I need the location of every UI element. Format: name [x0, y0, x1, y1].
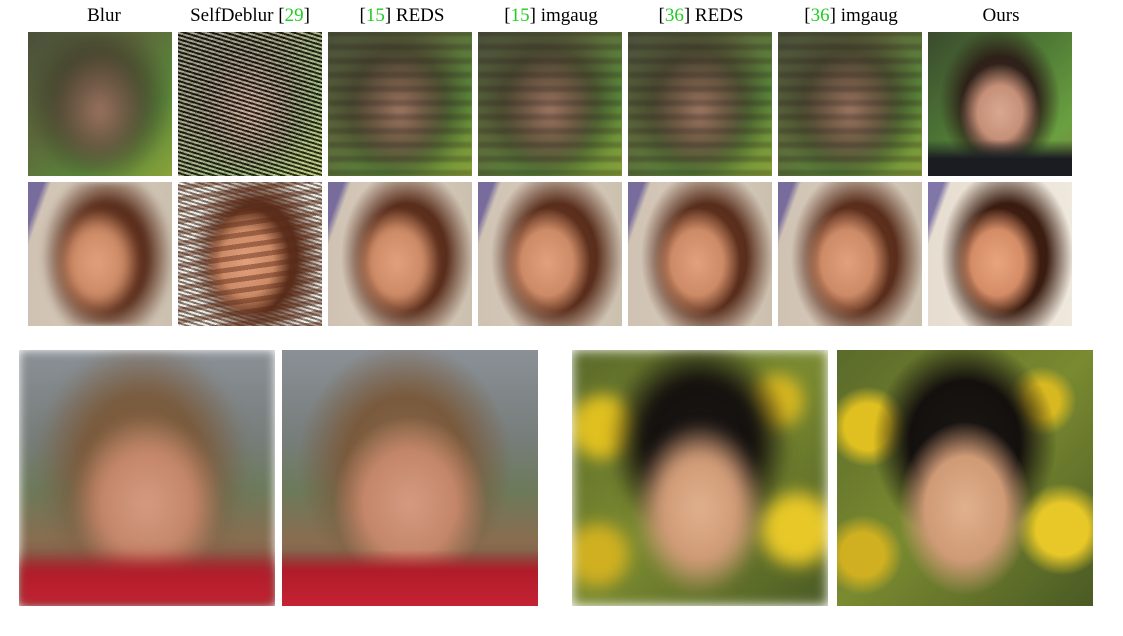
header-label: ] REDS [683, 5, 744, 26]
header-label: ] imgaug [829, 5, 898, 26]
citation-ref: 29 [284, 5, 304, 26]
row2-selfdeblur-image [178, 182, 322, 326]
row2-36-imgaug-image [778, 182, 922, 326]
citation-ref: 15 [510, 5, 530, 26]
row2-15-imgaug-image [478, 182, 622, 326]
header-suffix: ] [303, 5, 310, 26]
row1-ours-image [928, 32, 1072, 176]
header-label: Ours [982, 5, 1020, 26]
header-15-reds: [15] REDS [330, 4, 474, 28]
citation-ref: 36 [664, 5, 684, 26]
bottom-right-blurred-image [572, 350, 828, 606]
header-label: ] imgaug [529, 5, 598, 26]
header-label: Blur [87, 5, 121, 26]
header-ours: Ours [929, 4, 1073, 28]
header-36-reds: [36] REDS [629, 4, 773, 28]
citation-ref: 36 [810, 5, 830, 26]
header-prefix: [ [658, 5, 665, 26]
header-prefix: [ [804, 5, 811, 26]
header-label: SelfDeblur [ [190, 5, 285, 26]
citation-ref: 15 [365, 5, 385, 26]
header-selfdeblur: SelfDeblur [29] [178, 4, 322, 28]
row2-blur-image [28, 182, 172, 326]
row1-15-reds-image [328, 32, 472, 176]
bottom-right-restored-image [837, 350, 1093, 606]
header-prefix: [ [504, 5, 511, 26]
row2-ours-image [928, 182, 1072, 326]
row1-selfdeblur-image [178, 32, 322, 176]
bottom-left-blurred-image [19, 350, 275, 606]
row1-blur-image [28, 32, 172, 176]
row1-36-imgaug-image [778, 32, 922, 176]
header-15-imgaug: [15] imgaug [479, 4, 623, 28]
header-label: ] REDS [384, 5, 445, 26]
bottom-left-restored-image [282, 350, 538, 606]
row2-15-reds-image [328, 182, 472, 326]
row1-15-imgaug-image [478, 32, 622, 176]
row1-36-reds-image [628, 32, 772, 176]
header-36-imgaug: [36] imgaug [779, 4, 923, 28]
header-prefix: [ [359, 5, 366, 26]
row2-36-reds-image [628, 182, 772, 326]
header-blur: Blur [32, 4, 176, 28]
